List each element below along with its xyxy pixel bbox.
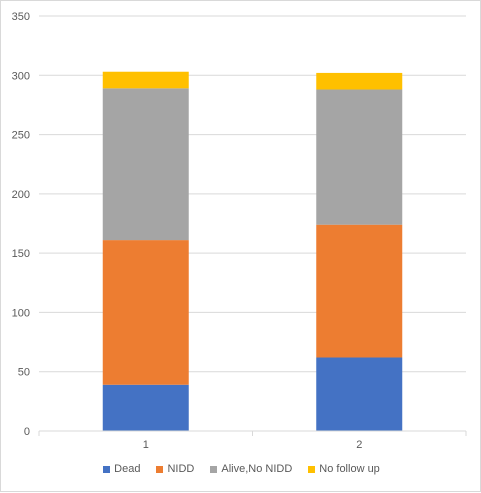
- legend-item: Dead: [103, 463, 140, 475]
- x-tick-label: 2: [356, 439, 362, 451]
- legend-item: Alive,No NIDD: [210, 463, 292, 475]
- y-tick-label: 350: [12, 11, 30, 23]
- y-tick-label: 300: [12, 70, 30, 82]
- y-tick-label: 150: [12, 248, 30, 260]
- bars: [102, 71, 403, 431]
- bar-segment-nidd-2: [316, 224, 403, 358]
- y-tick-label: 250: [12, 130, 30, 142]
- legend-item: No follow up: [308, 463, 380, 475]
- legend-label: Dead: [114, 463, 141, 475]
- legend-label: Alive,No NIDD: [221, 463, 293, 475]
- legend-swatch: [156, 465, 164, 473]
- legend-label: No follow up: [319, 463, 380, 475]
- legend-swatch: [210, 465, 218, 473]
- bar-segment-nidd-1: [102, 240, 189, 385]
- legend-swatch: [103, 465, 111, 473]
- legend-label: NIDD: [167, 463, 195, 475]
- bar-segment-no-follow-up-2: [316, 72, 403, 90]
- legend: Dead NIDD Alive,No NIDD No follow up: [1, 463, 481, 475]
- bar-segment-dead-2: [316, 357, 403, 431]
- legend-item: NIDD: [156, 463, 194, 475]
- y-tick-label: 50: [18, 367, 30, 379]
- bar-segment-alive-no-nidd-1: [102, 88, 189, 241]
- x-tick-label: 1: [143, 439, 149, 451]
- y-tick-label: 200: [12, 189, 30, 201]
- y-axis-ticks: 0 50 100 150 200 250 300 350: [12, 11, 30, 438]
- legend-swatch: [308, 465, 316, 473]
- y-tick-label: 100: [12, 307, 30, 319]
- y-tick-label: 0: [24, 426, 30, 438]
- bar-segment-dead-1: [102, 384, 189, 431]
- bar-segment-no-follow-up-1: [102, 71, 189, 89]
- bar-segment-alive-no-nidd-2: [316, 89, 403, 225]
